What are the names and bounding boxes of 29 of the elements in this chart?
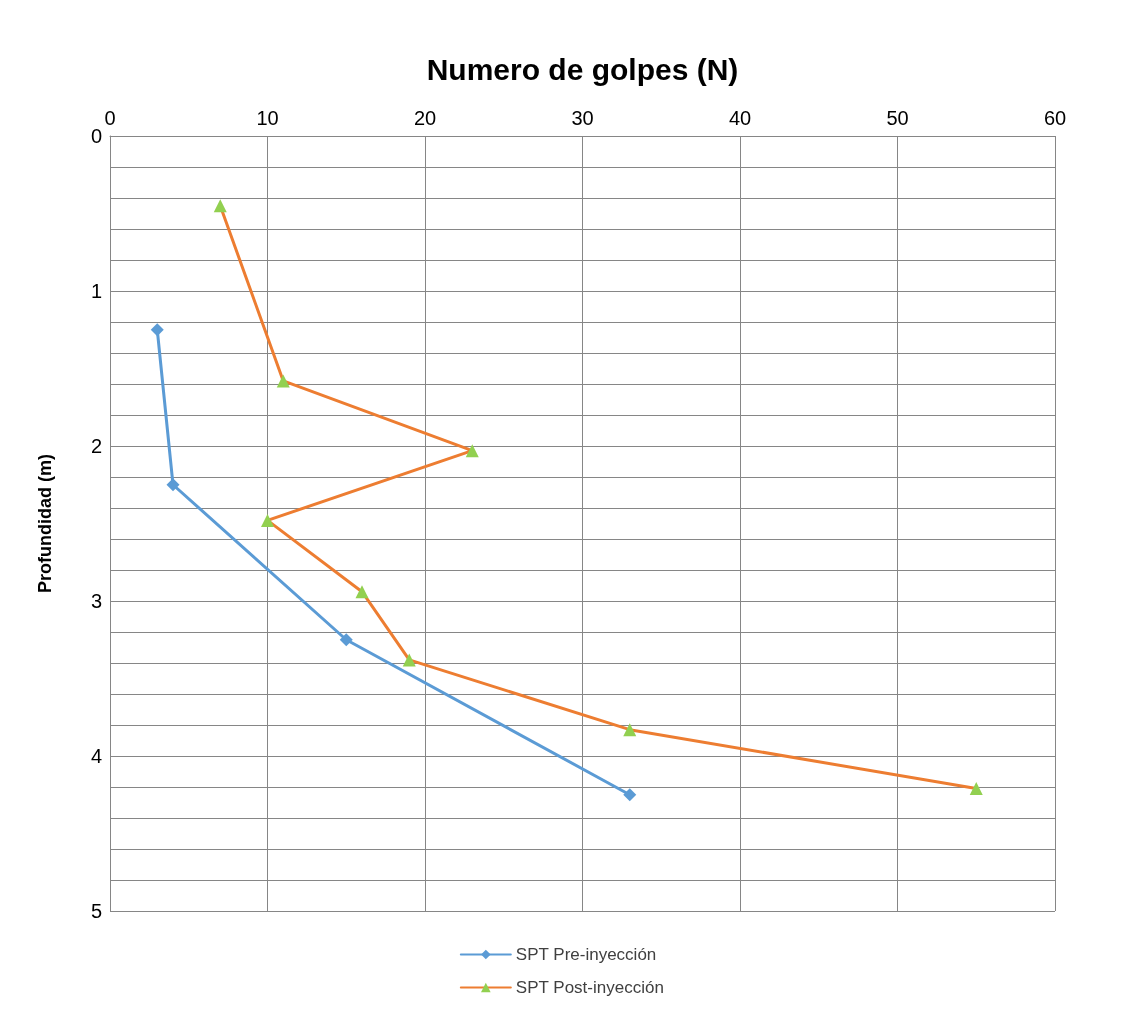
point <box>213 199 227 213</box>
y-tick-label: 0 <box>90 125 102 147</box>
point <box>276 374 290 388</box>
point <box>339 633 353 647</box>
point <box>623 788 637 802</box>
y-tick-label: 1 <box>90 280 102 302</box>
y-tick-label: 5 <box>90 900 102 922</box>
point <box>623 723 637 737</box>
x-tick-label: 40 <box>728 107 752 129</box>
x-tick-label: 10 <box>256 107 279 129</box>
y-tick-label: 4 <box>90 745 102 767</box>
x-tick-label: 30 <box>571 107 594 129</box>
x-axis-title: Numero de golpes (N) <box>426 52 739 86</box>
point <box>969 782 983 796</box>
y-axis-title: Profundidad (m) <box>35 454 55 593</box>
x-tick-label: 50 <box>886 107 909 129</box>
point <box>166 478 180 492</box>
point <box>355 585 369 599</box>
x-tick-label: 20 <box>413 107 437 129</box>
point <box>261 513 274 527</box>
legend-label: SPT Pre-inyección <box>515 945 657 964</box>
point <box>402 653 416 667</box>
x-tick-label: 60 <box>1043 107 1067 129</box>
x-tick-label: 0 <box>104 107 116 129</box>
y-tick-label: 2 <box>90 435 102 457</box>
point <box>150 323 164 337</box>
point <box>465 444 479 458</box>
y-tick-label: 3 <box>90 590 102 612</box>
legend-label: SPT Post-inyección <box>515 978 664 997</box>
